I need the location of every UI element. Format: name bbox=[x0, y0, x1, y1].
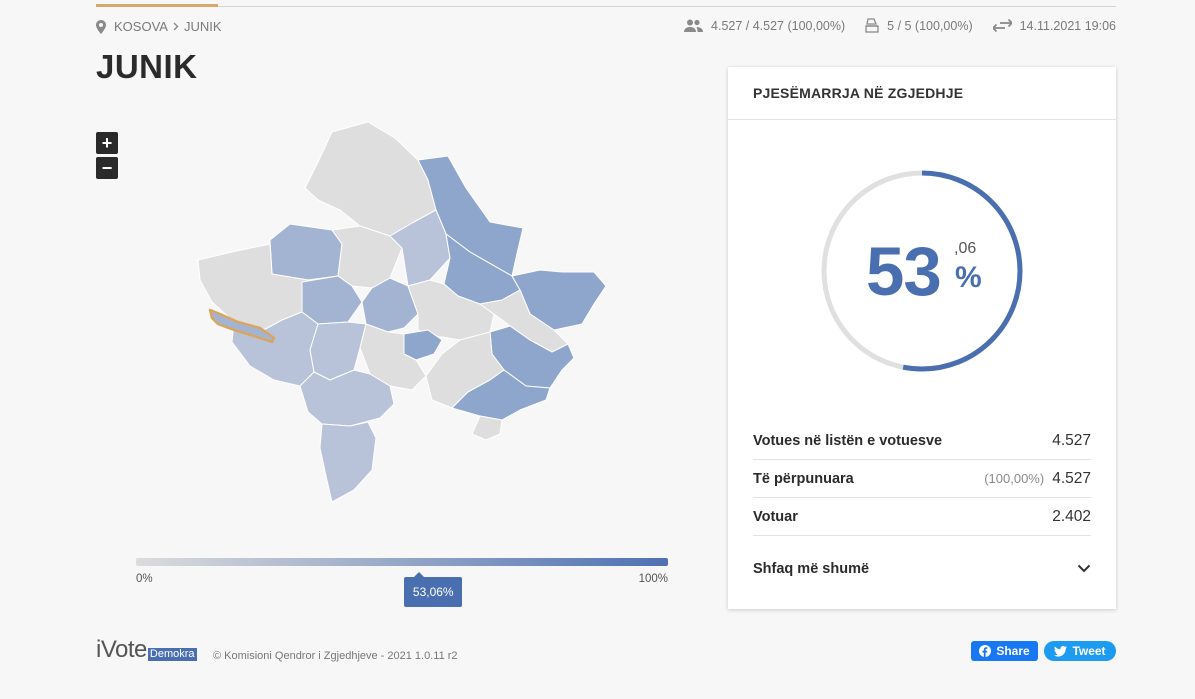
twitter-tweet-button[interactable]: Tweet bbox=[1044, 641, 1116, 661]
voters-stat: 4.527 / 4.527 (100,00%) bbox=[684, 19, 845, 33]
location-pin-icon bbox=[96, 19, 106, 34]
breadcrumb-item-kosova[interactable]: KOSOVA bbox=[114, 19, 168, 34]
copyright-text: © Komisioni Qendror i Zgjedhjeve - 2021 … bbox=[213, 650, 458, 662]
turnout-donut-chart bbox=[821, 170, 1023, 372]
zoom-out-button[interactable]: − bbox=[96, 157, 118, 179]
top-accent-bar bbox=[96, 4, 218, 7]
map-region-deep-south[interactable] bbox=[319, 421, 377, 503]
logo-text: iVote bbox=[96, 636, 147, 663]
map-region-junik-highlighted[interactable] bbox=[208, 308, 276, 344]
stat-row-value: 4.527 bbox=[1052, 431, 1091, 449]
turnout-percent-value: 53 bbox=[866, 233, 942, 310]
facebook-icon bbox=[979, 645, 996, 657]
header-stats: 4.527 / 4.527 (100,00%) 5 / 5 (100,00%) … bbox=[664, 18, 1116, 33]
facebook-share-button[interactable]: Share bbox=[971, 641, 1038, 661]
map-region-west-top[interactable] bbox=[269, 223, 343, 281]
legend-max-label: 100% bbox=[638, 573, 668, 585]
ivote-logo: iVote Demokra bbox=[96, 638, 197, 662]
people-icon bbox=[684, 19, 711, 32]
map-region-southeast-tail[interactable] bbox=[471, 415, 503, 441]
twitter-bird-icon bbox=[1054, 645, 1072, 657]
map-region-southeast[interactable] bbox=[451, 369, 551, 421]
stat-row: Votuar 2.402 bbox=[753, 498, 1091, 536]
donut-progress-arc bbox=[821, 170, 1023, 372]
twitter-tweet-label: Tweet bbox=[1072, 644, 1106, 658]
zoom-in-button[interactable]: + bbox=[96, 132, 118, 154]
breadcrumb: KOSOVA JUNIK bbox=[96, 19, 222, 34]
facebook-share-label: Share bbox=[996, 644, 1030, 658]
stat-row-label: Votuar bbox=[753, 508, 798, 525]
stat-row-value: 2.402 bbox=[1052, 507, 1091, 525]
map-region-center[interactable] bbox=[407, 279, 495, 341]
turnout-percent-decimal: ,06 bbox=[954, 240, 977, 257]
stat-row-value: 4.527 bbox=[1052, 469, 1091, 487]
stations-stat-value: 5 / 5 (100,00%) bbox=[887, 18, 973, 33]
panel-title: PJESËMARRJA NË ZGJEDHJE bbox=[728, 67, 1116, 120]
chevron-down-icon bbox=[1077, 560, 1091, 578]
kosovo-municipality-map[interactable] bbox=[190, 118, 610, 508]
show-more-label: Shfaq më shumë bbox=[753, 561, 870, 577]
turnout-percent-sign: % bbox=[955, 261, 982, 294]
map-region-north[interactable] bbox=[304, 121, 437, 237]
show-more-button[interactable]: Shfaq më shumë bbox=[753, 554, 1091, 584]
updated-stat-value: 14.11.2021 19:06 bbox=[1019, 18, 1116, 33]
voters-stat-value: 4.527 / 4.527 (100,00%) bbox=[711, 18, 846, 33]
updated-stat: 14.11.2021 19:06 bbox=[992, 18, 1116, 33]
legend-min-label: 0% bbox=[136, 573, 153, 585]
stations-stat: 5 / 5 (100,00%) bbox=[865, 18, 973, 33]
top-divider bbox=[96, 6, 1116, 7]
legend-value-marker: 53,06% bbox=[404, 572, 463, 607]
swap-arrows-icon bbox=[992, 19, 1020, 32]
map-color-legend: 0% 100% 53,06% bbox=[136, 558, 668, 607]
stat-row: Votues në listën e votuesve 4.527 bbox=[753, 422, 1091, 460]
turnout-panel: PJESËMARRJA NË ZGJEDHJE 53 ,06 % Votues … bbox=[728, 67, 1116, 609]
chevron-right-icon bbox=[173, 22, 179, 31]
breadcrumb-item-junik[interactable]: JUNIK bbox=[183, 19, 222, 34]
page-title: JUNIK bbox=[96, 48, 198, 85]
map-region-east[interactable] bbox=[417, 155, 524, 277]
stat-row: Të përpunuara (100,00%) 4.527 bbox=[753, 460, 1091, 498]
stat-row-label: Të përpunuara bbox=[753, 470, 854, 487]
stat-row-label: Votues në listën e votuesve bbox=[753, 432, 943, 449]
stat-row-percent: (100,00%) bbox=[984, 471, 1045, 486]
map-region-south[interactable] bbox=[299, 369, 395, 427]
logo-badge: Demokra bbox=[147, 648, 197, 661]
map-region-central[interactable] bbox=[361, 277, 419, 333]
legend-gradient-bar bbox=[136, 558, 668, 566]
ballot-box-icon bbox=[865, 18, 887, 33]
